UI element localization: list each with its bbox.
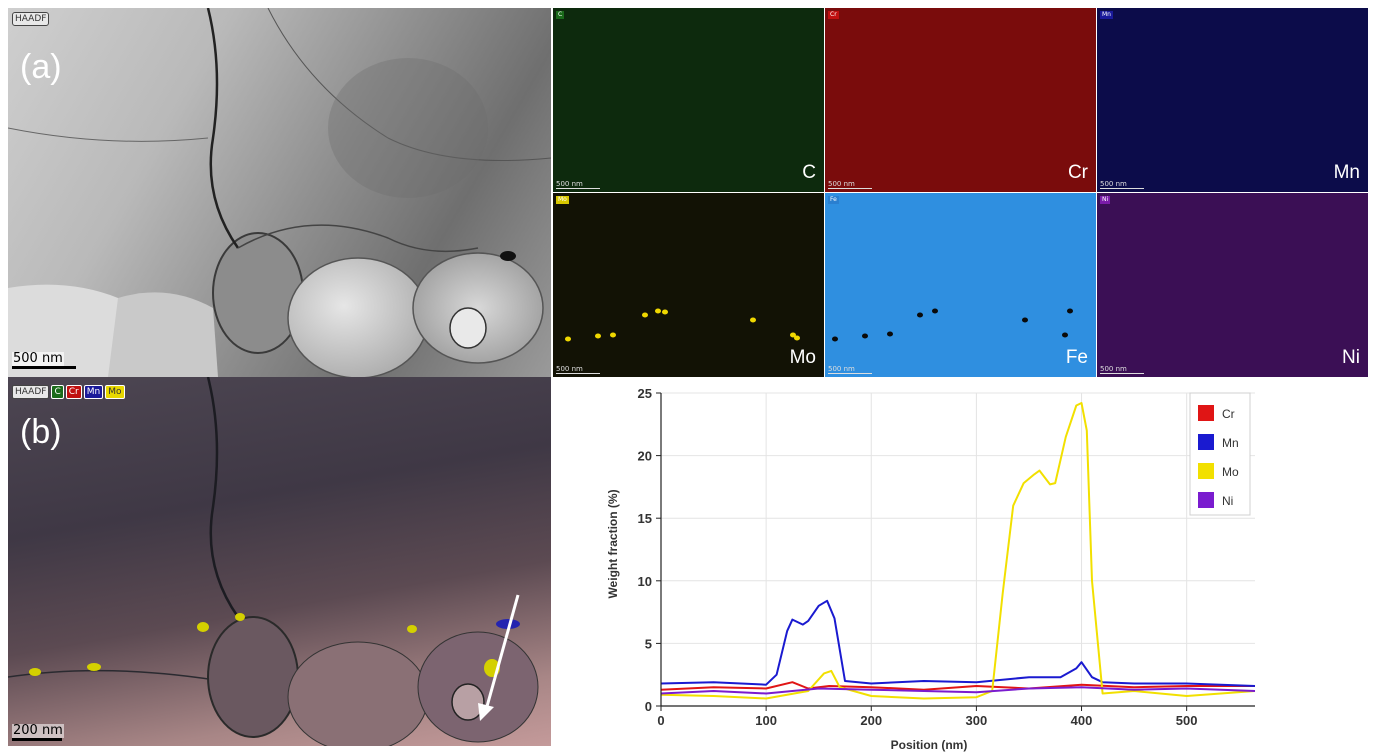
y-tick-label: 10	[638, 574, 652, 589]
element-map-ni: Ni Ni 500 nm	[1097, 193, 1368, 377]
x-tick-label: 400	[1071, 713, 1093, 728]
fe-depletion-spots	[832, 308, 1073, 342]
chart-series	[660, 402, 1256, 700]
line-scan-arrow	[484, 594, 520, 711]
legend-label-mo: Mo	[1222, 465, 1239, 479]
overlay-scale-bar-label: 200 nm	[12, 723, 64, 738]
overlay-scale-bar	[12, 738, 62, 741]
x-tick-label: 200	[860, 713, 882, 728]
chart-axes	[660, 393, 1255, 707]
overlay-tag-mo: Mo	[105, 385, 125, 399]
y-tick-label: 15	[638, 511, 652, 526]
legend-label-cr: Cr	[1222, 407, 1235, 421]
y-tick-label: 0	[645, 699, 652, 714]
chart-legend: Cr Mn Mo Ni	[1189, 392, 1251, 516]
series-line-ni	[660, 686, 1256, 695]
mo-precipitate-dots	[565, 308, 800, 342]
chart-gridlines	[661, 392, 1255, 706]
element-map-label: Cr	[1067, 162, 1088, 183]
element-maps-grid: C C 500 nm Cr Cr 500 nm Mn Mn 500 nm Mo Mo 500 nm Fe…	[553, 8, 1369, 377]
panel-a-haadf-image: HAADF (a) 500 nm	[8, 8, 551, 377]
element-map-scale-bar: 500 nm	[1100, 365, 1144, 374]
element-map-c: C C 500 nm	[553, 8, 824, 192]
element-map-label: Mn	[1333, 162, 1360, 183]
element-map-mo: Mo Mo 500 nm	[553, 193, 824, 377]
y-axis-label: Weight fraction (%)	[606, 489, 620, 598]
x-axis-label: Position (nm)	[891, 738, 968, 752]
element-map-label: Fe	[1065, 347, 1088, 368]
x-tick-label: 500	[1176, 713, 1198, 728]
element-map-tag: Cr	[828, 11, 839, 19]
element-map-tag: Mo	[556, 196, 569, 204]
overlay-legend: HAADF C Cr Mn Mo	[12, 381, 127, 399]
overlay-tag-mn: Mn	[83, 385, 104, 399]
panel-letter-b: (b)	[20, 413, 62, 451]
element-map-mn: Mn Mn 500 nm	[1097, 8, 1368, 192]
element-map-scale-bar: 500 nm	[828, 180, 872, 189]
element-map-fe: Fe Fe 500 nm	[825, 193, 1096, 377]
haadf-label: HAADF	[12, 12, 50, 26]
x-tick-label: 0	[657, 713, 664, 728]
x-tick-label: 100	[755, 713, 777, 728]
legend-label-ni: Ni	[1222, 494, 1233, 508]
scale-bar-label: 500 nm	[12, 351, 64, 366]
element-map-tag: Mn	[1100, 11, 1113, 19]
legend-swatch-mn	[1198, 434, 1214, 450]
panel-b-overlay-image: HAADF C Cr Mn Mo (b) 200 nm	[8, 377, 551, 746]
legend-swatch-ni	[1198, 492, 1214, 508]
overlay-tag-c: C	[51, 385, 64, 399]
line-scan-chart: 0 5 10 15 20 25 0 100 200 300 400 500 Position (nm)…	[606, 386, 1256, 752]
overlay-grain-structure	[8, 377, 539, 746]
series-line-mo	[660, 402, 1256, 700]
series-line-mn	[660, 599, 1256, 687]
y-tick-label: 20	[638, 449, 652, 464]
x-tick-label: 300	[966, 713, 988, 728]
element-map-cr: Cr Cr 500 nm	[825, 8, 1096, 192]
chart-ticks: 0 5 10 15 20 25 0 100 200 300 400 500	[638, 386, 1198, 728]
scale-bar	[12, 366, 76, 369]
panel-letter-a: (a)	[20, 48, 62, 86]
element-map-tag: Fe	[828, 196, 839, 204]
overlay-haadf-tag: HAADF	[12, 385, 50, 399]
element-map-tag: Ni	[1100, 196, 1111, 204]
y-tick-label: 5	[645, 636, 652, 651]
element-map-scale-bar: 500 nm	[556, 180, 600, 189]
element-map-tag: C	[556, 11, 565, 19]
y-tick-label: 25	[638, 386, 652, 401]
element-map-scale-bar: 500 nm	[556, 365, 600, 374]
legend-swatch-mo	[1198, 463, 1214, 479]
legend-swatch-cr	[1198, 405, 1214, 421]
element-map-scale-bar: 500 nm	[828, 365, 872, 374]
overlay-tag-cr: Cr	[65, 385, 82, 399]
element-map-label: Ni	[1342, 347, 1360, 368]
series-line-cr	[660, 681, 1255, 691]
element-map-label: Mo	[789, 347, 816, 368]
haadf-grain-structure	[8, 8, 551, 377]
element-map-label: C	[802, 162, 816, 183]
legend-label-mn: Mn	[1222, 436, 1239, 450]
element-map-scale-bar: 500 nm	[1100, 180, 1144, 189]
